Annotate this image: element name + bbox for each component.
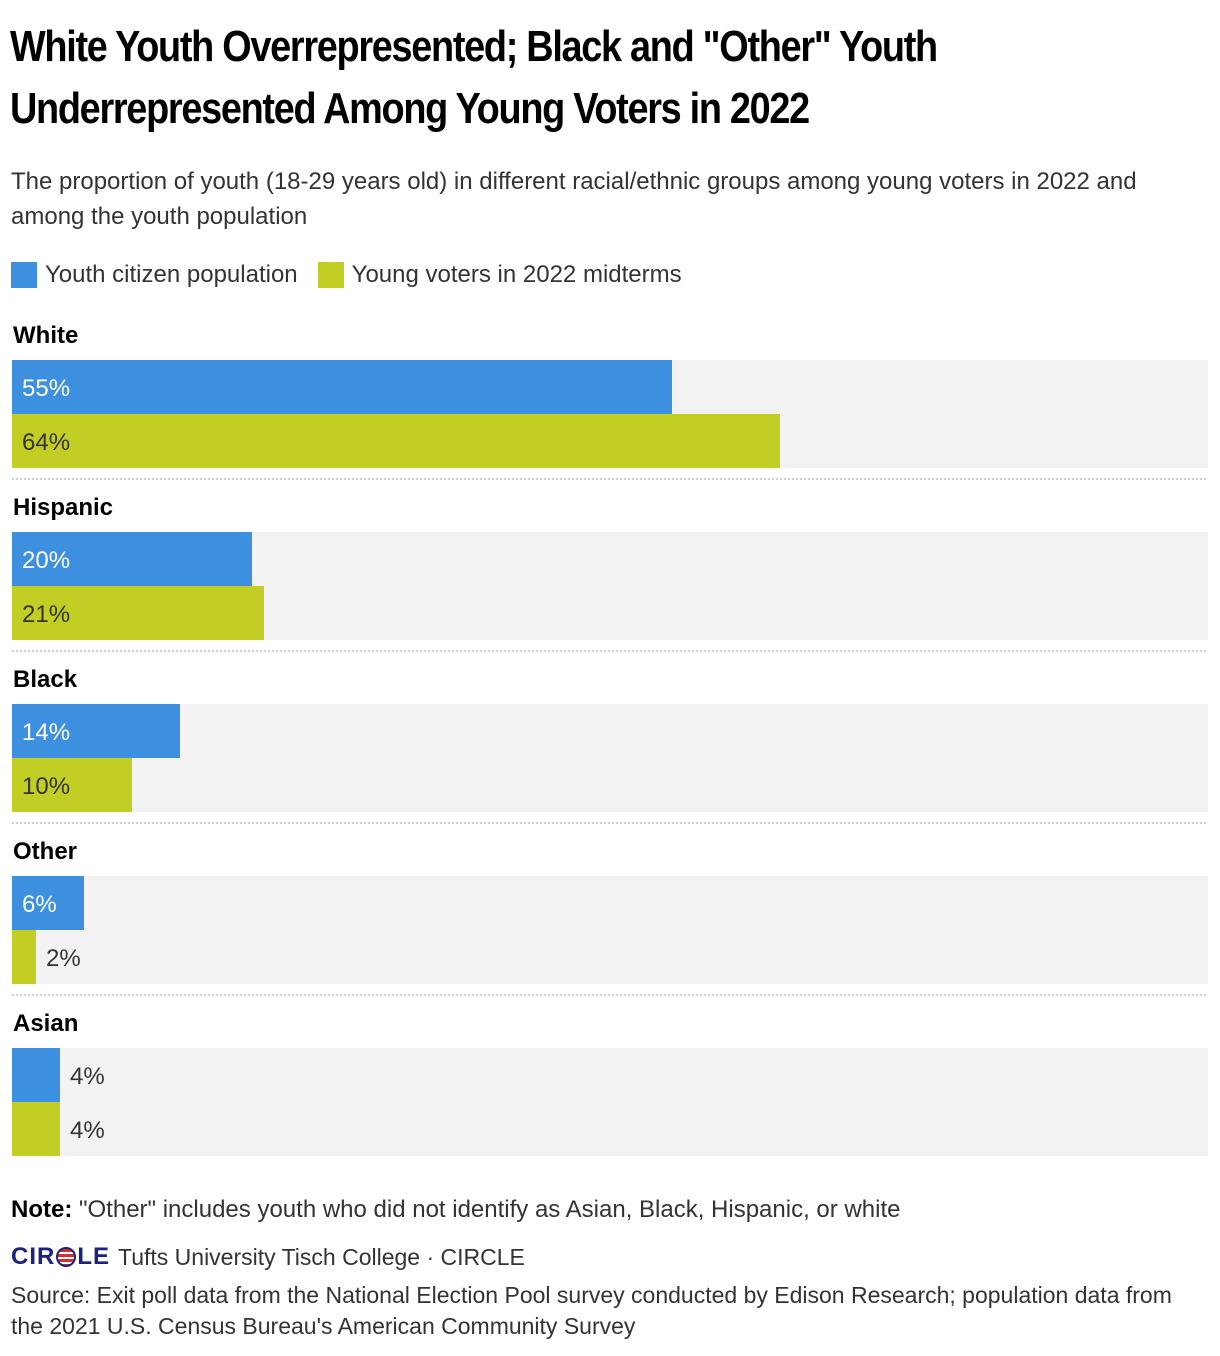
value-label-other-voters: 2% <box>46 945 81 972</box>
bar-hispanic-population <box>12 532 252 586</box>
credit-line: CIR LE Tufts University Tisch College · … <box>11 1240 525 1274</box>
logo-text-left: CIR <box>11 1243 56 1270</box>
legend-swatch-population <box>11 262 37 288</box>
legend-item-voters: Young voters in 2022 midterms <box>317 261 682 289</box>
legend-label-voters: Young voters in 2022 midterms <box>351 261 682 288</box>
bar-black-population <box>12 704 180 758</box>
category-label-asian: Asian <box>13 1010 78 1037</box>
value-label-black-voters: 10% <box>22 773 70 800</box>
legend: Youth citizen population Young voters in… <box>11 258 702 292</box>
bar-asian-voters <box>12 1102 60 1156</box>
value-label-asian-voters: 4% <box>70 1117 105 1144</box>
value-label-hispanic-population: 20% <box>22 547 70 574</box>
bar-chart: White 55% 64% Hispanic 20% 21% Black 14% 10% Othe… <box>12 322 1208 1156</box>
legend-label-population: Youth citizen population <box>45 261 298 288</box>
value-label-asian-population: 4% <box>70 1063 105 1090</box>
value-label-white-voters: 64% <box>22 429 70 456</box>
circle-logo: CIR LE <box>11 1243 110 1271</box>
chart-note: Note: "Other" includes youth who did not… <box>11 1193 900 1227</box>
group-other: Other 6% 2% <box>12 838 1208 996</box>
bar-black-voters <box>12 758 132 812</box>
logo-text-right: LE <box>77 1243 111 1270</box>
title-line-1: White Youth Overrepresented; Black and "… <box>10 22 938 71</box>
bar-asian-population <box>12 1048 60 1102</box>
group-black: Black 14% 10% <box>12 666 1208 824</box>
bar-track-asian <box>12 1048 1208 1156</box>
bar-track-black <box>12 704 1208 812</box>
bar-white-voters <box>12 414 780 468</box>
note-text: "Other" includes youth who did not ident… <box>72 1196 901 1223</box>
category-label-white: White <box>13 322 78 349</box>
note-label: Note: <box>11 1196 73 1223</box>
group-white: White 55% 64% <box>12 322 1208 480</box>
bar-white-population <box>12 360 672 414</box>
bar-track-other <box>12 876 1208 984</box>
bar-hispanic-voters <box>12 586 264 640</box>
value-label-black-population: 14% <box>22 719 70 746</box>
source-text: Source: Exit poll data from the National… <box>11 1282 1172 1339</box>
group-asian: Asian 4% 4% <box>12 1010 1208 1156</box>
chart-title: White Youth Overrepresented; Black and "… <box>10 16 1128 140</box>
legend-item-population: Youth citizen population <box>11 261 298 289</box>
legend-swatch-voters <box>317 262 344 288</box>
title-line-2: Underrepresented Among Young Voters in 2… <box>10 84 810 133</box>
credit-text: Tufts University Tisch College · CIRCLE <box>118 1243 525 1270</box>
category-label-other: Other <box>13 838 77 865</box>
group-hispanic: Hispanic 20% 21% <box>12 494 1208 652</box>
value-label-hispanic-voters: 21% <box>22 601 70 628</box>
value-label-other-population: 6% <box>22 891 57 918</box>
value-label-white-population: 55% <box>22 375 70 402</box>
category-label-hispanic: Hispanic <box>13 494 113 521</box>
bar-other-population <box>12 876 84 930</box>
category-label-black: Black <box>13 666 78 693</box>
flag-c-icon <box>56 1247 77 1267</box>
bar-other-voters <box>12 930 36 984</box>
chart-subtitle: The proportion of youth (18-29 years old… <box>11 168 1137 230</box>
